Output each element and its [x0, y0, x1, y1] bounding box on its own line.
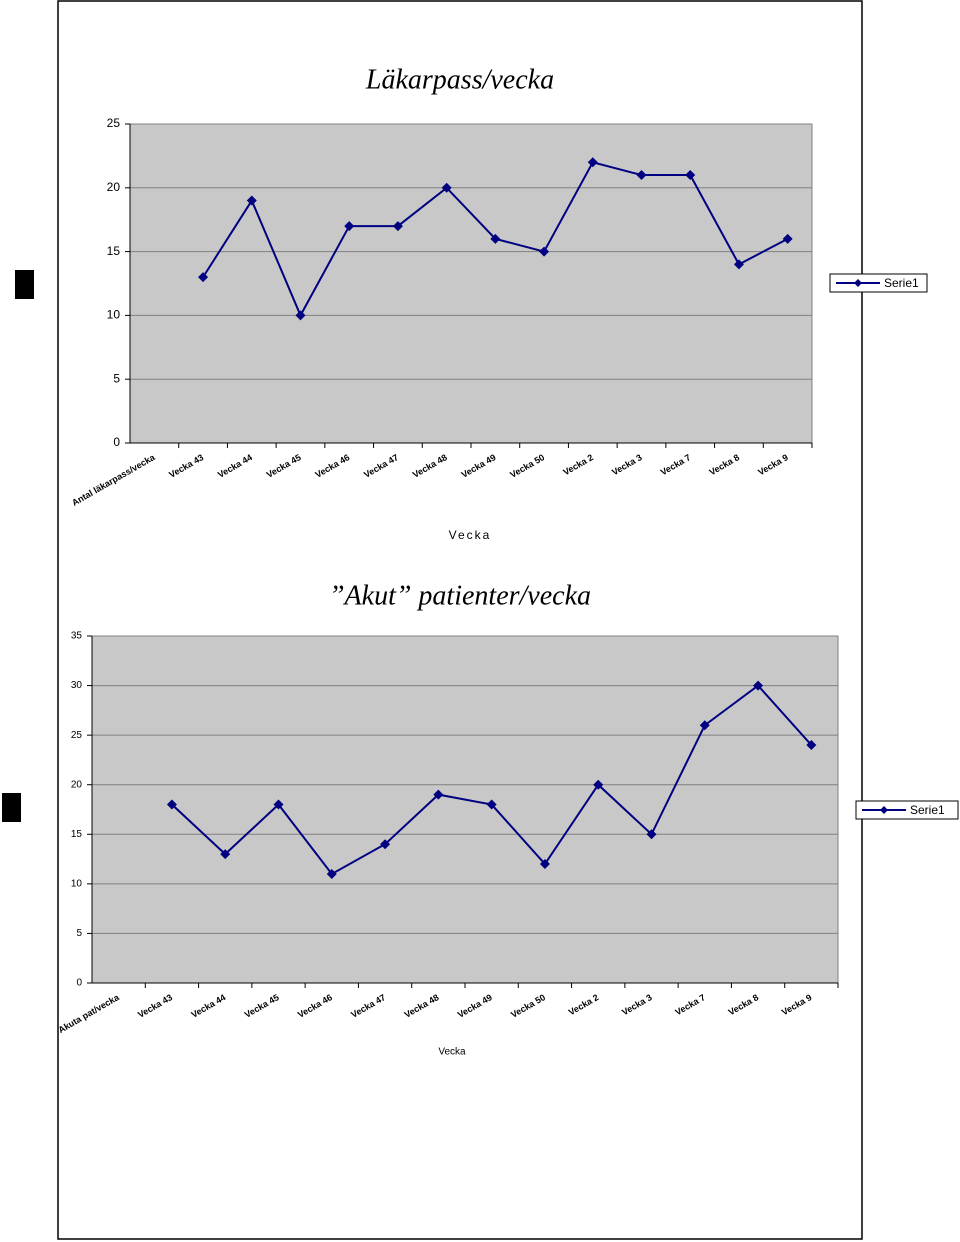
x-tick-label: Akuta pat/vecka — [56, 992, 121, 1035]
data-point — [646, 829, 657, 840]
data-point — [295, 310, 306, 321]
data-point — [441, 182, 452, 193]
chart-title: Läkarpass/vecka — [365, 64, 554, 95]
data-point — [433, 789, 444, 800]
data-point — [344, 221, 355, 232]
x-tick-label: Vecka 46 — [296, 992, 334, 1020]
marker-block — [15, 270, 34, 299]
legend-label: Serie1 — [910, 803, 945, 817]
plot-area — [129, 123, 813, 444]
x-tick-label: Vecka 9 — [780, 992, 814, 1017]
x-tick-label: Vecka 46 — [313, 452, 351, 480]
page-frame — [57, 0, 863, 1240]
x-tick-label: Vecka 3 — [620, 992, 654, 1017]
data-point — [539, 859, 550, 870]
data-point — [380, 839, 391, 850]
data-point — [733, 259, 744, 270]
data-point — [220, 849, 231, 860]
data-point — [392, 221, 403, 232]
x-tick-label: Vecka 49 — [456, 992, 494, 1020]
x-tick-label: Vecka 45 — [243, 992, 281, 1020]
data-point — [685, 170, 696, 181]
data-point — [593, 779, 604, 790]
data-point — [490, 233, 501, 244]
x-tick-label: Vecka 2 — [561, 452, 595, 477]
x-tick-label: Vecka 8 — [707, 452, 741, 477]
marker-block — [2, 793, 21, 822]
y-tick-label: 15 — [71, 829, 83, 840]
y-tick-label: 0 — [76, 978, 82, 989]
data-point — [246, 195, 257, 206]
data-point — [539, 246, 550, 257]
x-tick-label: Vecka 48 — [403, 992, 441, 1020]
x-tick-label: Vecka 47 — [362, 452, 400, 480]
x-tick-label: Vecka 2 — [567, 992, 601, 1017]
x-axis-title: Vecka — [449, 528, 492, 542]
y-tick-label: 35 — [71, 631, 83, 642]
x-tick-label: Vecka 49 — [460, 452, 498, 480]
x-tick-label: Antal läkarpass/vecka — [70, 452, 157, 508]
x-axis-title: Vecka — [438, 1047, 466, 1058]
x-tick-label: Vecka 8 — [727, 992, 761, 1017]
y-tick-label: 5 — [113, 371, 120, 385]
y-tick-label: 25 — [107, 116, 121, 130]
legend-marker — [854, 279, 862, 287]
y-tick-label: 0 — [113, 435, 120, 449]
y-tick-label: 20 — [71, 779, 83, 790]
legend-marker — [880, 806, 888, 814]
y-tick-label: 10 — [71, 878, 83, 889]
data-point — [166, 799, 177, 810]
y-tick-label: 30 — [71, 680, 83, 691]
data-point — [753, 680, 764, 691]
y-tick-label: 10 — [107, 308, 121, 322]
legend-box — [855, 800, 959, 820]
data-point — [699, 720, 710, 731]
legend-label: Serie1 — [884, 276, 919, 290]
y-tick-label: 5 — [76, 928, 82, 939]
x-tick-label: Vecka 3 — [610, 452, 644, 477]
x-tick-label: Vecka 48 — [411, 452, 449, 480]
x-tick-label: Vecka 50 — [509, 992, 547, 1020]
y-tick-label: 20 — [107, 180, 121, 194]
y-tick-label: 25 — [71, 730, 83, 741]
x-tick-label: Vecka 45 — [265, 452, 303, 480]
data-point — [326, 868, 337, 879]
y-tick-label: 15 — [107, 244, 121, 258]
data-point — [587, 157, 598, 168]
data-point — [486, 799, 497, 810]
x-tick-label: Vecka 7 — [659, 452, 693, 477]
chart-title: ”Akut” patienter/vecka — [329, 580, 591, 611]
data-point — [782, 233, 793, 244]
plot-area — [91, 635, 839, 984]
x-tick-label: Vecka 7 — [673, 992, 707, 1017]
x-tick-label: Vecka 9 — [756, 452, 790, 477]
x-tick-label: Vecka 44 — [216, 452, 254, 480]
data-point — [198, 272, 209, 283]
x-tick-label: Vecka 43 — [136, 992, 174, 1020]
data-point — [806, 740, 817, 751]
data-point — [636, 170, 647, 181]
x-tick-label: Vecka 44 — [189, 992, 227, 1020]
x-tick-label: Vecka 50 — [508, 452, 546, 480]
data-point — [273, 799, 284, 810]
x-tick-label: Vecka 43 — [167, 452, 205, 480]
x-tick-label: Vecka 47 — [349, 992, 387, 1020]
